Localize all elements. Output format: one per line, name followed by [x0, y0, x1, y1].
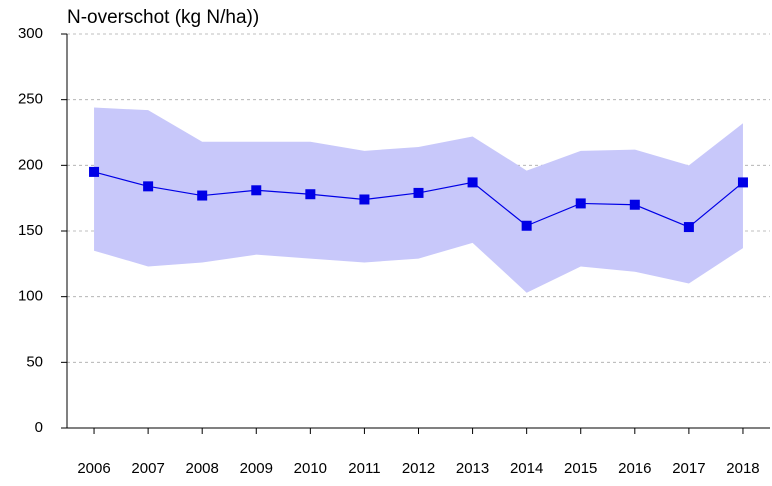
x-tick-label: 2008	[186, 460, 219, 477]
y-tick-label: 100	[18, 288, 43, 305]
x-tick-label: 2009	[240, 460, 273, 477]
y-tick-label: 200	[18, 156, 43, 173]
point-marker	[89, 166, 100, 177]
chart-title: N-overschot (kg N/ha))	[67, 7, 259, 28]
x-tick-label: 2012	[402, 460, 435, 477]
point-marker	[737, 177, 748, 188]
point-marker	[197, 190, 208, 201]
point-marker	[359, 194, 370, 205]
x-tick-label: 2015	[564, 460, 597, 477]
y-tick-label: 300	[18, 25, 43, 42]
x-tick-label: 2018	[726, 460, 759, 477]
x-tick-label: 2017	[672, 460, 705, 477]
x-tick-label: 2011	[348, 460, 380, 477]
point-marker	[629, 199, 640, 210]
point-marker	[251, 185, 262, 196]
x-tick-label: 2013	[456, 460, 489, 477]
x-tick-label: 2006	[77, 460, 110, 477]
point-marker	[521, 220, 532, 231]
point-marker	[305, 189, 316, 200]
point-marker	[575, 198, 586, 209]
x-tick-label: 2014	[510, 460, 543, 477]
point-marker	[143, 181, 154, 192]
y-tick-label: 150	[18, 222, 43, 239]
y-tick-label: 250	[18, 91, 43, 108]
x-tick-label: 2007	[131, 460, 164, 477]
point-marker	[467, 177, 478, 188]
x-tick-label: 2016	[618, 460, 651, 477]
point-marker	[413, 187, 424, 198]
x-tick-label: 2010	[294, 460, 327, 477]
y-tick-label: 0	[35, 419, 43, 436]
y-tick-label: 50	[26, 353, 43, 370]
range-band	[94, 107, 743, 293]
point-marker	[683, 222, 694, 233]
